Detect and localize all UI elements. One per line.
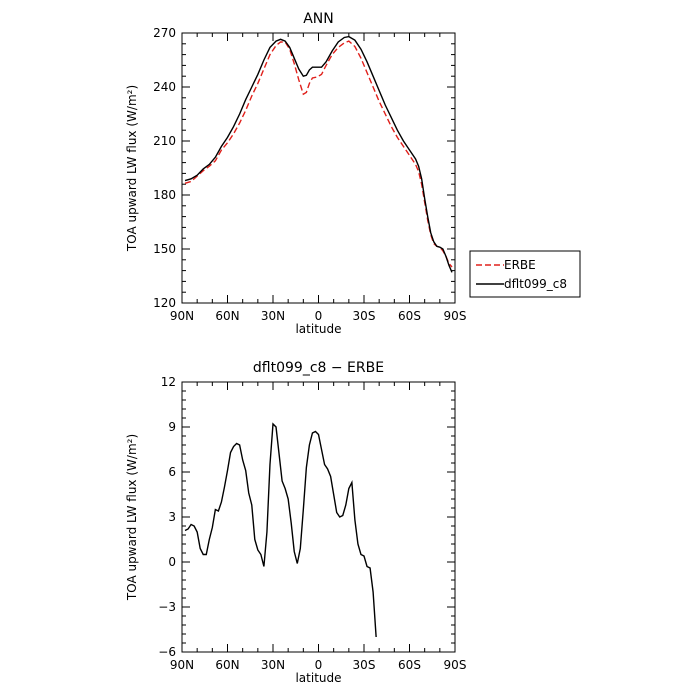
- y-tick-label: 180: [153, 188, 176, 202]
- x-tick-label: 60N: [215, 658, 239, 672]
- x-tick-label: 30S: [353, 309, 376, 323]
- chart-title: ANN: [303, 11, 334, 27]
- x-tick-label: 90S: [444, 309, 467, 323]
- x-tick-label: 60S: [398, 309, 421, 323]
- y-axis-label: TOA upward LW flux (W/m²): [125, 434, 139, 601]
- x-tick-label: 90S: [444, 658, 467, 672]
- y-tick-label: 9: [168, 420, 176, 434]
- plot-difference: 90N 60N 30N 0 30S 60S 90S −6 −3 0 3 6 9 12 dflt099_c8 …: [125, 360, 466, 685]
- series-line-series-0: [184, 422, 377, 638]
- y-tick-label: −6: [158, 645, 176, 659]
- y-tick-label: 120: [153, 296, 176, 310]
- legend-box: [469, 250, 581, 298]
- y-tick-label: 270: [153, 26, 176, 40]
- series-line-dflt099_c8: [184, 35, 453, 273]
- legend-label: ERBE: [504, 258, 536, 272]
- chart-title: dflt099_c8 − ERBE: [253, 360, 384, 376]
- y-tick-label: 3: [168, 510, 176, 524]
- y-tick-label: 12: [161, 375, 176, 389]
- y-tick-label: 210: [153, 134, 176, 148]
- x-tick-label: 30S: [353, 658, 376, 672]
- x-tick-label: 30N: [261, 658, 285, 672]
- y-axis-label: TOA upward LW flux (W/m²): [125, 85, 139, 252]
- plot-ann: 90N 60N 30N 0 30S 60S 90S 120 150 180 210 240 270 ANN…: [125, 11, 581, 336]
- y-tick-label: 0: [168, 555, 176, 569]
- x-tick-label: 60S: [398, 658, 421, 672]
- x-tick-label: 60N: [215, 309, 239, 323]
- x-axis-label: latitude: [295, 322, 341, 336]
- x-tick-label: 0: [315, 658, 323, 672]
- y-tick-label: 6: [168, 465, 176, 479]
- plot-frame: [181, 381, 456, 653]
- x-tick-label: 30N: [261, 309, 285, 323]
- x-axis-label: latitude: [295, 671, 341, 685]
- x-tick-label: 90N: [170, 309, 194, 323]
- y-tick-label: 240: [153, 80, 176, 94]
- plot-frame: [181, 32, 456, 304]
- x-tick-label: 0: [315, 309, 323, 323]
- y-tick-label: 150: [153, 242, 176, 256]
- legend-label: dflt099_c8: [504, 277, 567, 291]
- x-tick-label: 90N: [170, 658, 194, 672]
- y-tick-label: −3: [158, 600, 176, 614]
